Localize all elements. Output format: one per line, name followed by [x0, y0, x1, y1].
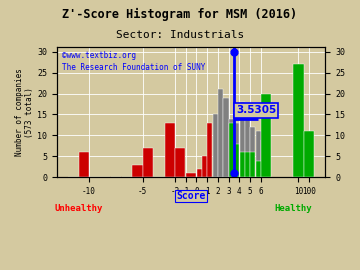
- Bar: [229, 123, 234, 177]
- Bar: [256, 161, 261, 177]
- Bar: [207, 123, 212, 177]
- Bar: [239, 152, 245, 177]
- Text: Z'-Score Histogram for MSM (2016): Z'-Score Histogram for MSM (2016): [62, 8, 298, 21]
- Text: Healthy: Healthy: [274, 204, 312, 213]
- Bar: [218, 89, 223, 177]
- Bar: [261, 93, 271, 177]
- Text: Unhealthy: Unhealthy: [54, 204, 103, 213]
- Bar: [261, 140, 266, 177]
- Bar: [132, 165, 143, 177]
- Bar: [224, 98, 229, 177]
- Bar: [197, 169, 202, 177]
- Bar: [78, 152, 89, 177]
- Bar: [250, 127, 255, 177]
- Bar: [245, 152, 250, 177]
- Bar: [239, 102, 245, 177]
- Text: ©www.textbiz.org: ©www.textbiz.org: [62, 51, 136, 60]
- Bar: [229, 119, 234, 177]
- Text: Sector: Industrials: Sector: Industrials: [116, 30, 244, 40]
- Bar: [213, 114, 218, 177]
- Bar: [202, 156, 207, 177]
- Bar: [256, 131, 261, 177]
- Bar: [165, 123, 175, 177]
- Text: Score: Score: [176, 191, 206, 201]
- Bar: [175, 148, 185, 177]
- Bar: [304, 131, 314, 177]
- Text: 3.5305: 3.5305: [236, 105, 276, 115]
- Bar: [234, 144, 239, 177]
- Y-axis label: Number of companies
(573 total): Number of companies (573 total): [15, 68, 35, 156]
- Bar: [234, 123, 239, 177]
- Bar: [186, 173, 196, 177]
- Text: The Research Foundation of SUNY: The Research Foundation of SUNY: [62, 63, 206, 72]
- Bar: [293, 64, 303, 177]
- Bar: [245, 119, 250, 177]
- Bar: [143, 148, 153, 177]
- Bar: [250, 152, 255, 177]
